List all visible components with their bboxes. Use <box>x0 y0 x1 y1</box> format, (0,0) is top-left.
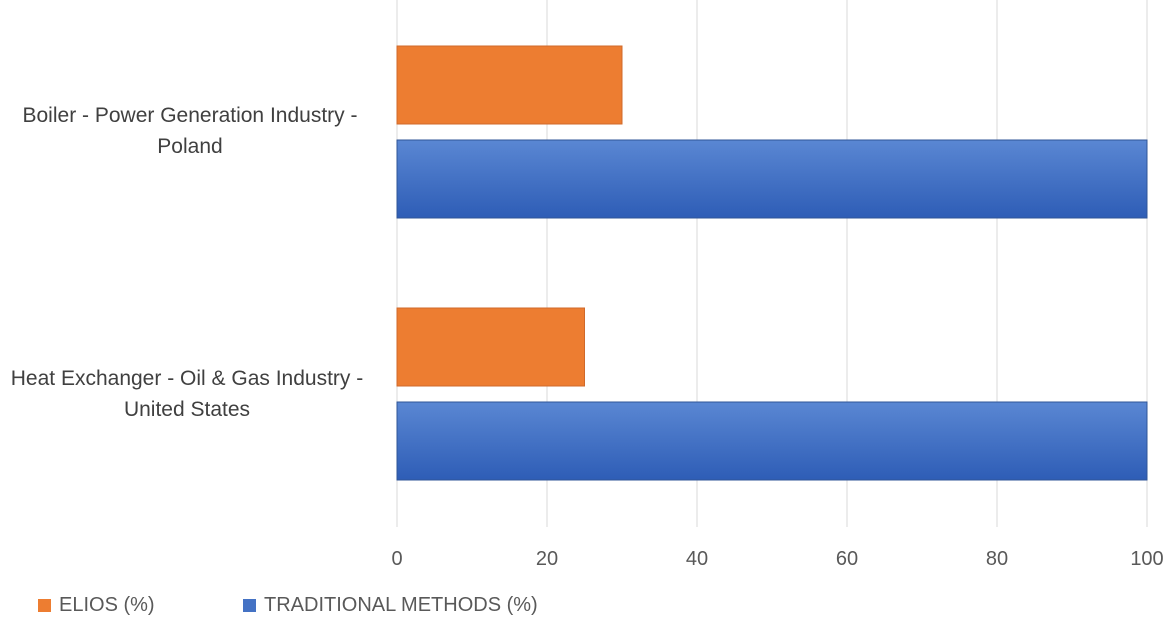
category-label-heat-exchanger: Heat Exchanger - Oil & Gas Industry - Un… <box>10 367 364 421</box>
x-tick-label-0: 0 <box>391 548 402 570</box>
x-tick-label-40: 40 <box>686 548 708 570</box>
x-tick-label-20: 20 <box>536 548 558 570</box>
legend-swatch-traditional <box>243 599 256 612</box>
bar-elios-0 <box>396 45 623 125</box>
legend-label-traditional: TRADITIONAL METHODS (%) <box>264 594 538 616</box>
x-tick-label-100: 100 <box>1130 548 1163 570</box>
x-tick-label-80: 80 <box>986 548 1008 570</box>
legend-item-elios: ELIOS (%) <box>38 594 155 617</box>
category-label-boiler: Boiler - Power Generation Industry - Pol… <box>22 104 358 158</box>
bar-elios-1 <box>396 307 585 387</box>
legend-swatch-elios <box>38 599 51 612</box>
legend-label-elios: ELIOS (%) <box>59 594 155 616</box>
x-axis-ticks: 0 20 40 60 80 100 <box>391 548 1163 570</box>
legend-item-traditional: TRADITIONAL METHODS (%) <box>243 594 538 617</box>
bar-traditional-1 <box>396 401 1148 481</box>
x-tick-label-60: 60 <box>836 548 858 570</box>
bars <box>396 45 1148 481</box>
bar-traditional-0 <box>396 139 1148 219</box>
